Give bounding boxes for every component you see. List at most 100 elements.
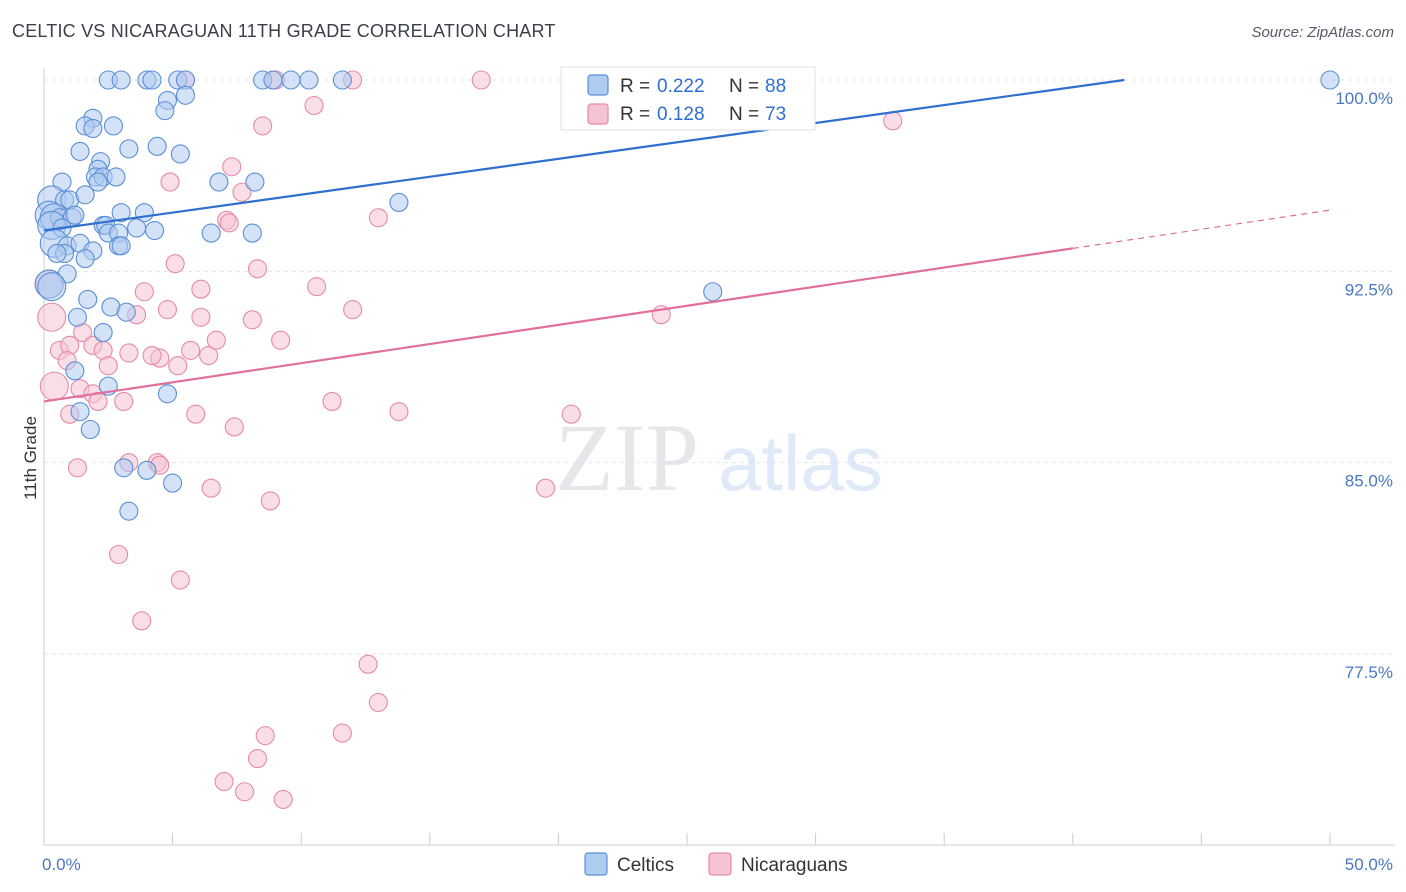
nicaraguans-point	[165, 254, 185, 274]
celtics-point	[155, 101, 175, 121]
y-tick-label: 85.0%	[1345, 472, 1393, 491]
celtics-point	[1320, 70, 1340, 90]
nicaraguans-point	[273, 789, 293, 809]
nicaraguans-point	[368, 208, 388, 228]
nicaraguans-point	[235, 782, 255, 802]
nicaraguans-trend-line	[43, 247, 1073, 403]
watermark: ZIP atlas	[555, 404, 883, 511]
trend-lines	[43, 78, 1331, 403]
nicaraguans-point	[132, 611, 152, 631]
nicaraguans-point	[883, 111, 903, 131]
nicaraguans-point	[119, 343, 139, 363]
celtics-point	[116, 302, 136, 322]
celtics-point	[281, 70, 301, 90]
y-axis-title: 11th Grade	[21, 416, 40, 500]
x-tick-label-min: 0.0%	[42, 855, 81, 874]
celtics-point	[75, 249, 95, 269]
celtics-n-label: N =	[729, 76, 759, 97]
stats-legend: R = 0.222 N = 88 R = 0.128 N = 73	[560, 66, 816, 131]
celtics-point	[127, 218, 147, 238]
nicaraguans-r-label: R =	[620, 104, 650, 125]
nicaraguans-point	[206, 330, 226, 350]
y-tick-label: 100.0%	[1335, 89, 1393, 108]
celtics-point	[142, 70, 162, 90]
nicaraguans-r-value: 0.128	[657, 104, 705, 125]
celtics-point	[70, 141, 90, 161]
celtics-point	[106, 167, 126, 187]
celtics-point	[201, 223, 221, 243]
nicaraguans-point	[214, 772, 234, 792]
celtics-point	[163, 473, 183, 493]
celtics-point	[119, 139, 139, 159]
celtics-point	[170, 144, 190, 164]
celtics-point	[332, 70, 352, 90]
x-tick-label-max: 50.0%	[1345, 855, 1393, 874]
nicaraguans-point	[109, 544, 129, 565]
nicaraguans-n-label: N =	[729, 104, 759, 125]
watermark-atlas: atlas	[718, 419, 883, 507]
nicaraguans-point	[332, 723, 352, 743]
watermark-zip: ZIP	[555, 404, 699, 511]
nicaraguans-point	[114, 391, 134, 411]
series-legend: Celtics Nicaraguans	[584, 852, 848, 876]
celtics-point	[67, 307, 87, 327]
nicaraguans-point	[247, 749, 268, 769]
celtics-point	[93, 323, 113, 343]
celtics-point	[147, 136, 167, 156]
celtics-point	[83, 118, 103, 139]
celtics-point	[37, 272, 67, 302]
celtics-point	[299, 70, 319, 90]
nicaraguans-point	[160, 172, 180, 192]
nicaraguans-point	[535, 478, 556, 498]
nicaraguans-point	[142, 345, 162, 366]
celtics-trend-line	[43, 78, 1125, 232]
nicaraguans-point	[98, 356, 118, 376]
nicaraguans-point	[271, 330, 291, 350]
celtics-point	[119, 501, 139, 521]
nicaraguans-point	[191, 307, 211, 327]
celtics-point	[88, 172, 108, 192]
celtics-point	[75, 185, 95, 205]
source-label: Source: ZipAtlas.com	[1251, 24, 1394, 41]
celtics-point	[175, 85, 196, 105]
nicaraguans-point	[253, 116, 273, 136]
celtics-point	[111, 203, 131, 223]
nicaraguans-point	[255, 726, 275, 746]
chart-title: CELTIC VS NICARAGUAN 11TH GRADE CORRELAT…	[12, 21, 556, 41]
nicaraguans-trend-extension	[1072, 209, 1331, 249]
nicaraguans-point	[201, 478, 221, 498]
celtics-point	[78, 289, 98, 309]
nicaraguans-point	[561, 404, 581, 424]
nicaraguans-point	[219, 213, 239, 233]
celtics-point	[703, 282, 723, 302]
celtics-point	[70, 402, 90, 422]
celtics-point	[263, 70, 283, 90]
nicaraguans-point	[368, 692, 388, 713]
celtics-point	[157, 384, 178, 404]
celtics-swatch	[587, 74, 609, 96]
celtics-point	[111, 70, 131, 90]
nicaraguans-point	[37, 302, 67, 332]
nicaraguans-point	[191, 279, 211, 299]
celtics-point	[114, 458, 134, 478]
celtics-point	[111, 236, 131, 256]
celtics-point	[65, 361, 85, 381]
legend-nicaraguans-swatch	[708, 852, 732, 876]
nicaraguans-point	[322, 391, 342, 411]
celtics-point	[47, 243, 67, 264]
nicaraguans-point	[232, 182, 252, 202]
legend-celtics-swatch	[584, 852, 608, 876]
nicaraguans-point	[389, 402, 409, 422]
nicaraguans-point	[247, 259, 268, 279]
nicaraguans-point	[224, 417, 244, 437]
nicaraguans-point	[343, 300, 363, 320]
y-tick-labels: 100.0% 92.5% 85.0% 77.5%	[1335, 89, 1393, 682]
nicaraguans-point	[304, 95, 324, 116]
nicaraguans-point	[134, 282, 154, 302]
celtics-point	[389, 192, 409, 213]
celtics-point	[145, 220, 165, 241]
legend-nicaraguans-label: Nicaraguans	[741, 855, 848, 876]
nicaraguans-point	[471, 70, 491, 90]
celtics-points	[34, 70, 1340, 521]
